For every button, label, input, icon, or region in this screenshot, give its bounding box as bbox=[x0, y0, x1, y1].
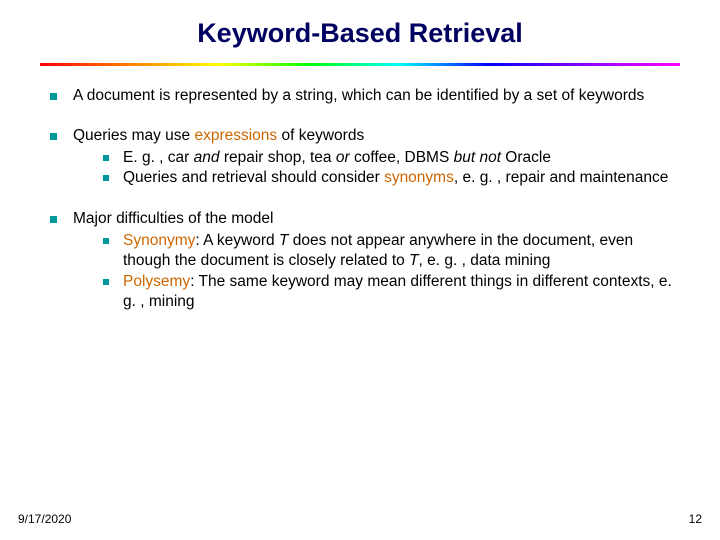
bullet-icon bbox=[50, 133, 57, 140]
sub-bullet-item: E. g. , car and repair shop, tea or coff… bbox=[103, 148, 680, 168]
italic-text: and bbox=[194, 149, 220, 166]
text: : The same keyword may mean different th… bbox=[123, 273, 672, 310]
italic-text: T bbox=[409, 252, 418, 269]
sub-bullet-item: Synonymy: A keyword T does not appear an… bbox=[103, 231, 680, 271]
highlight-text: expressions bbox=[194, 127, 277, 144]
sub-bullet-item: Queries and retrieval should consider sy… bbox=[103, 168, 680, 188]
text: , e. g. , data mining bbox=[419, 252, 551, 269]
italic-text: or bbox=[336, 149, 350, 166]
italic-text: T bbox=[279, 232, 288, 249]
bullet-icon bbox=[50, 93, 57, 100]
bullet-icon bbox=[103, 155, 109, 161]
sub-bullet-text: Synonymy: A keyword T does not appear an… bbox=[123, 231, 680, 271]
text: : A keyword bbox=[195, 232, 279, 249]
highlight-text: synonyms bbox=[384, 169, 454, 186]
bullet-icon bbox=[50, 216, 57, 223]
text: Queries may use bbox=[73, 127, 194, 144]
sub-list: Synonymy: A keyword T does not appear an… bbox=[73, 231, 680, 311]
text: E. g. , car bbox=[123, 149, 194, 166]
highlight-text: Synonymy bbox=[123, 232, 195, 249]
text: Queries and retrieval should consider bbox=[123, 169, 384, 186]
sub-list: E. g. , car and repair shop, tea or coff… bbox=[73, 148, 680, 189]
footer-page-number: 12 bbox=[689, 512, 702, 526]
footer-date: 9/17/2020 bbox=[18, 512, 71, 526]
text: repair shop, tea bbox=[220, 149, 336, 166]
sub-bullet-text: E. g. , car and repair shop, tea or coff… bbox=[123, 148, 551, 168]
slide-content: A document is represented by a string, w… bbox=[0, 66, 720, 312]
bullet-item: Major difficulties of the model Synonymy… bbox=[50, 209, 680, 312]
sub-bullet-text: Polysemy: The same keyword may mean diff… bbox=[123, 272, 680, 312]
text: coffee, DBMS bbox=[350, 149, 454, 166]
text: Oracle bbox=[501, 149, 551, 166]
bullet-item: Queries may use expressions of keywords … bbox=[50, 126, 680, 189]
bullet-icon bbox=[103, 175, 109, 181]
bullet-text: Queries may use expressions of keywords … bbox=[73, 126, 680, 189]
bullet-item: A document is represented by a string, w… bbox=[50, 86, 680, 106]
slide-title: Keyword-Based Retrieval bbox=[0, 0, 720, 63]
text: Major difficulties of the model bbox=[73, 210, 273, 227]
text: of keywords bbox=[277, 127, 364, 144]
highlight-text: Polysemy bbox=[123, 273, 190, 290]
sub-bullet-text: Queries and retrieval should consider sy… bbox=[123, 168, 668, 188]
italic-text: but not bbox=[454, 149, 501, 166]
sub-bullet-item: Polysemy: The same keyword may mean diff… bbox=[103, 272, 680, 312]
bullet-text: A document is represented by a string, w… bbox=[73, 86, 680, 106]
bullet-icon bbox=[103, 279, 109, 285]
text: , e. g. , repair and maintenance bbox=[454, 169, 669, 186]
bullet-icon bbox=[103, 238, 109, 244]
bullet-text: Major difficulties of the model Synonymy… bbox=[73, 209, 680, 312]
